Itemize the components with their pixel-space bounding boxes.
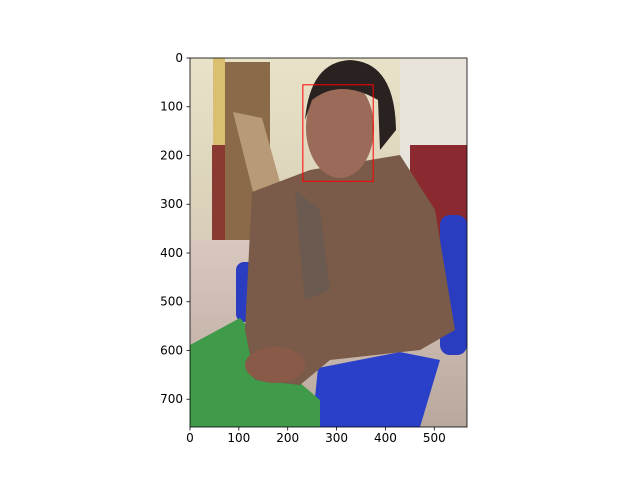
x-tick-label: 300	[325, 431, 348, 445]
y-tick-label: 500	[160, 295, 183, 309]
x-tick-label: 400	[374, 431, 397, 445]
axes-frame	[189, 57, 468, 428]
x-tick-label: 0	[186, 431, 194, 445]
x-tick-label: 200	[276, 431, 299, 445]
x-tick-label: 100	[227, 431, 250, 445]
y-tick-label: 400	[160, 246, 183, 260]
y-tick-label: 700	[160, 392, 183, 406]
y-tick-label: 100	[160, 100, 183, 114]
axes: 0 100 200 300 400 500 0 100 200 300 400 500 600 700	[160, 51, 468, 445]
photo	[190, 58, 467, 427]
x-tick-label: 500	[423, 431, 446, 445]
bounding-box	[302, 84, 374, 182]
y-tick-label: 0	[175, 51, 183, 65]
y-tick-label: 200	[160, 148, 183, 162]
y-tick-label: 600	[160, 343, 183, 357]
y-tick-label: 300	[160, 197, 183, 211]
